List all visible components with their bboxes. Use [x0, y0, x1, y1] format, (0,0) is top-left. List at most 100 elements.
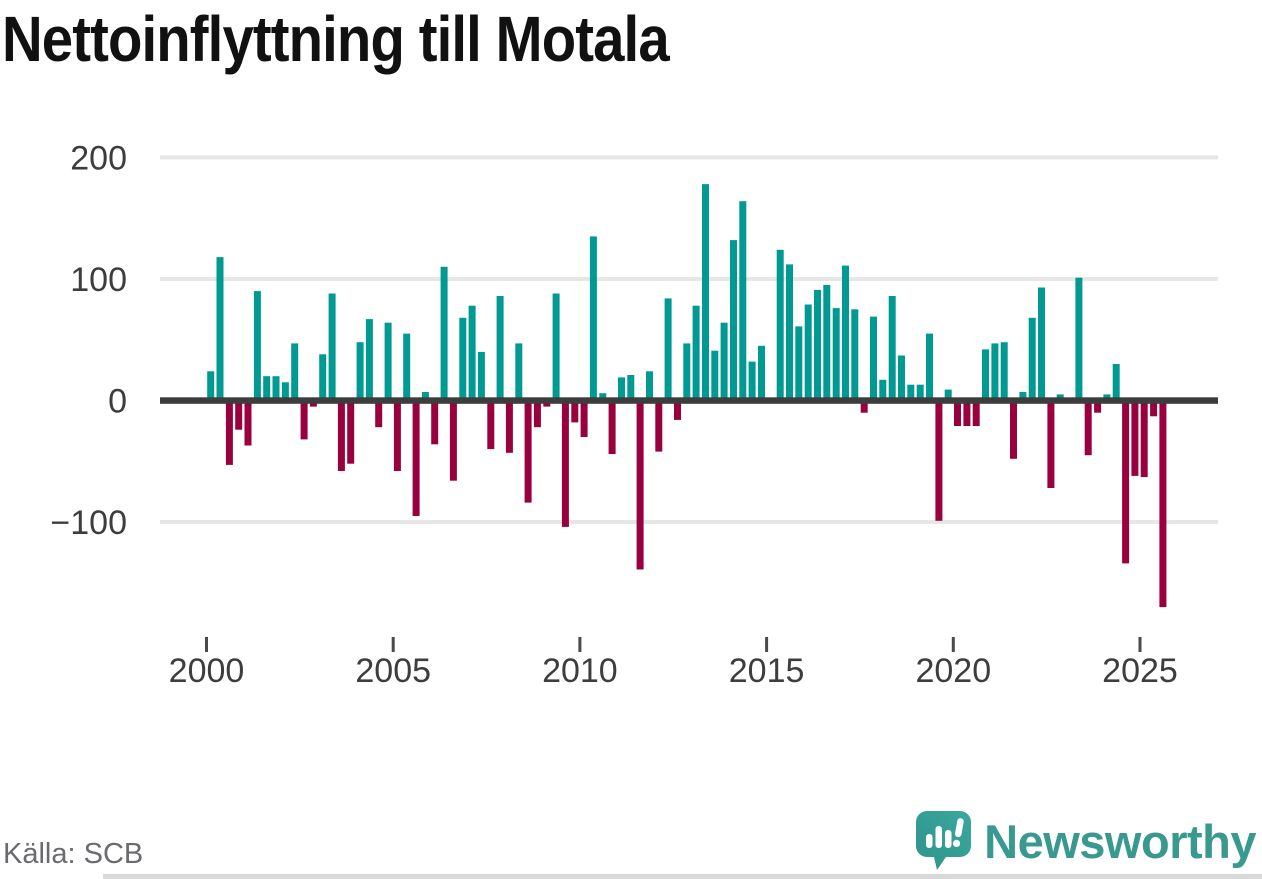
bar-2010-q3: [599, 393, 607, 401]
bar-2006-q4: [459, 317, 467, 401]
zero-line: [160, 397, 1218, 404]
bar-2007-q3: [487, 400, 495, 450]
newsworthy-logo: Newsworthy: [915, 810, 1256, 872]
bar-2020-q1: [954, 400, 961, 426]
bar-2006-q3: [449, 400, 457, 481]
x-tick-label-2000: 2000: [169, 652, 245, 690]
x-tick-2000: [205, 637, 208, 652]
bar-2022-q3: [1047, 400, 1055, 488]
bar-2023-q4: [1094, 400, 1102, 413]
bar-2005-q2: [403, 333, 411, 401]
bar-2023-q3: [1084, 400, 1092, 456]
bar-2021-q3: [1010, 400, 1017, 459]
bar-2015-q4: [795, 326, 803, 401]
bar-2011-q3: [636, 400, 644, 570]
bar-2003-q3: [337, 400, 345, 471]
bar-2000-q2: [216, 257, 224, 401]
bar-2008-q4: [533, 400, 541, 428]
bar-2015-q3: [786, 264, 793, 401]
x-tick-label-2015: 2015: [729, 652, 805, 690]
gridline-100: [160, 276, 1218, 281]
bar-2008-q2: [515, 343, 523, 401]
bar-2018-q1: [879, 379, 887, 401]
bar-2019-q4: [944, 389, 952, 401]
bar-2011-q4: [646, 371, 653, 401]
bar-2014-q2: [739, 201, 747, 401]
bar-2001-q3: [263, 376, 271, 401]
source-note: Källa: SCB: [3, 838, 144, 870]
bar-2019-q3: [935, 400, 943, 521]
bar-2007-q2: [477, 351, 485, 401]
bar-2019-q2: [926, 333, 933, 401]
bar-2008-q1: [505, 400, 513, 453]
logo-bar-medium: [945, 830, 952, 848]
bar-2007-q4: [496, 296, 504, 401]
bar-2001-q1: [244, 400, 252, 446]
bar-2022-q1: [1028, 317, 1036, 401]
x-tick-2015: [765, 637, 769, 652]
bar-2004-q3: [375, 400, 383, 428]
bar-2018-q3: [898, 355, 905, 401]
bar-2023-q2: [1075, 277, 1083, 401]
bar-2002-q1: [281, 382, 289, 401]
logo-bar-short: [926, 834, 933, 848]
x-tick-label-2005: 2005: [355, 652, 431, 690]
bar-2014-q3: [748, 361, 756, 401]
bar-2016-q4: [832, 308, 840, 401]
bar-2025-q2: [1150, 400, 1158, 417]
bar-2013-q2: [702, 184, 709, 401]
bar-2002-q2: [291, 343, 299, 401]
x-tick-2010: [578, 637, 582, 652]
bar-2001-q2: [253, 291, 261, 401]
bar-2010-q2: [589, 236, 597, 401]
bar-2000-q4: [235, 400, 243, 430]
bar-2009-q4: [571, 400, 579, 423]
bar-2012-q3: [674, 400, 681, 420]
bar-2008-q3: [524, 400, 532, 503]
bar-2004-q1: [356, 342, 364, 401]
logo-bar-tall: [935, 826, 943, 848]
bar-2018-q4: [907, 384, 915, 401]
bar-2007-q1: [468, 305, 476, 401]
bar-2017-q2: [851, 309, 859, 401]
bar-2016-q3: [823, 285, 831, 401]
bar-2020-q2: [963, 400, 971, 426]
bar-2005-q3: [412, 400, 420, 516]
bar-2001-q4: [272, 376, 280, 401]
bar-2004-q2: [365, 319, 373, 401]
bar-2024-q3: [1122, 400, 1130, 564]
bar-2002-q3: [300, 400, 308, 440]
y-tick-label-100: 100: [70, 261, 127, 299]
bar-2006-q1: [431, 400, 439, 445]
bar-2025-q1: [1140, 400, 1148, 478]
bar-2004-q4: [384, 322, 392, 401]
bar-2014-q1: [730, 240, 737, 401]
bar-2011-q2: [627, 375, 635, 401]
bar-2003-q2: [328, 293, 336, 401]
bar-2005-q1: [393, 400, 401, 471]
bar-2009-q2: [552, 293, 560, 401]
bar-2003-q4: [347, 400, 355, 464]
bar-2022-q2: [1038, 287, 1045, 401]
bar-2019-q1: [916, 384, 924, 401]
x-tick-2025: [1138, 637, 1142, 652]
bar-2020-q4: [982, 349, 989, 401]
newsworthy-logo-icon: [916, 811, 972, 870]
bar-2020-q3: [972, 400, 980, 426]
bar-2013-q1: [692, 305, 700, 401]
bar-2016-q2: [814, 289, 821, 401]
bar-2021-q1: [991, 343, 999, 401]
bar-2017-q1: [842, 265, 849, 401]
bar-2018-q2: [888, 296, 896, 401]
bar-2012-q1: [655, 400, 663, 452]
bar-2009-q3: [561, 400, 569, 527]
bar-2000-q3: [225, 400, 233, 465]
gridline-200: [160, 155, 1218, 160]
bar-2024-q2: [1112, 364, 1120, 401]
bottom-strip: [103, 874, 1262, 879]
x-tick-label-2025: 2025: [1102, 652, 1178, 690]
bar-2005-q4: [421, 392, 429, 401]
bar-2013-q3: [711, 350, 719, 401]
